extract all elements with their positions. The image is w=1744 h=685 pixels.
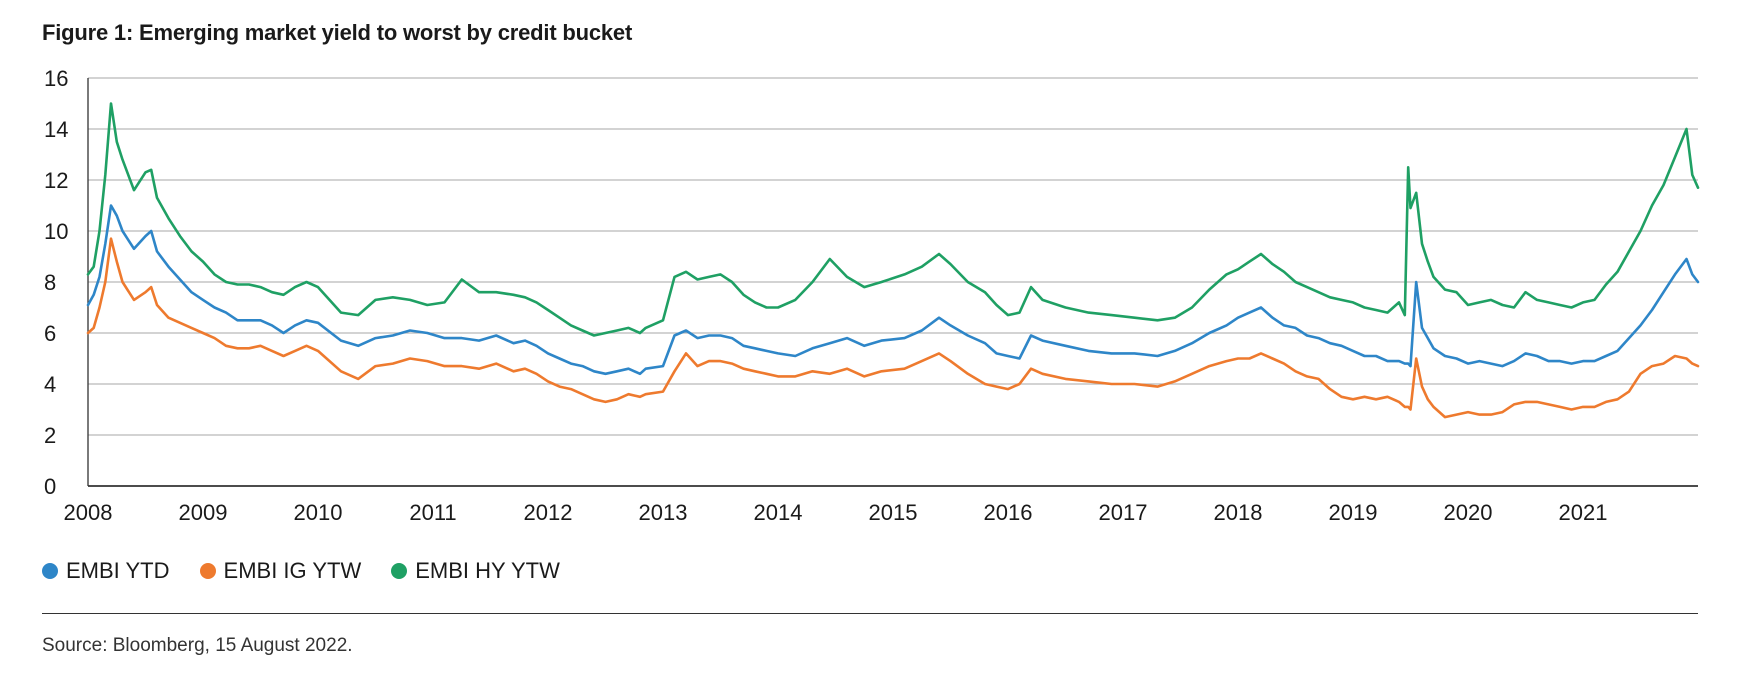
- y-tick-label: 0: [44, 474, 56, 499]
- legend-label: EMBI HY YTW: [415, 558, 560, 583]
- chart-title: Figure 1: Emerging market yield to worst…: [42, 20, 633, 45]
- source-note: Source: Bloomberg, 15 August 2022.: [42, 635, 353, 656]
- series-line-embi-hy-ytw: [86, 102, 1700, 337]
- grid-lines: [87, 77, 1698, 487]
- x-tick-label: 2010: [294, 500, 343, 525]
- x-tick-label: 2015: [869, 500, 918, 525]
- x-axis: 2008 2009 2010 2011 2012 2013 2014 2015 2016 2017…: [64, 500, 1608, 525]
- legend-marker: [199, 563, 216, 579]
- footer-divider: [42, 613, 1698, 614]
- y-tick-label: 6: [44, 321, 56, 346]
- x-tick-label: 2020: [1444, 500, 1493, 525]
- series-line-embi-ytd: [86, 204, 1700, 376]
- y-tick-label: 10: [44, 219, 68, 244]
- y-tick-label: 12: [44, 168, 68, 193]
- y-tick-label: 2: [44, 423, 56, 448]
- series-line-embi-ig-ytw: [86, 237, 1700, 419]
- legend-label: EMBI YTD: [66, 558, 170, 583]
- x-tick-label: 2014: [754, 500, 803, 525]
- legend-marker: [42, 563, 58, 579]
- x-tick-label: 2012: [524, 500, 573, 525]
- chart-legend: EMBI YTD EMBI IG YTW EMBI HY YTW: [42, 558, 590, 584]
- legend-marker: [391, 563, 408, 579]
- y-tick-label: 14: [44, 117, 68, 142]
- y-tick-label: 16: [44, 66, 68, 91]
- legend-item-embi-ig-ytw: EMBI IG YTW: [199, 558, 362, 584]
- y-axis: 0 2 4 6 8 10 12 14 16: [44, 66, 68, 499]
- series-lines: [86, 102, 1700, 419]
- x-tick-label: 2009: [179, 500, 228, 525]
- y-tick-label: 4: [44, 372, 56, 397]
- y-tick-label: 8: [44, 270, 56, 295]
- x-tick-label: 2013: [639, 500, 688, 525]
- x-tick-label: 2019: [1329, 500, 1378, 525]
- x-tick-label: 2017: [1099, 500, 1148, 525]
- x-tick-label: 2011: [409, 500, 456, 525]
- legend-item-embi-ytd: EMBI YTD: [42, 558, 170, 584]
- legend-item-embi-hy-ytw: EMBI HY YTW: [391, 558, 560, 584]
- x-tick-label: 2016: [984, 500, 1033, 525]
- legend-label: EMBI IG YTW: [223, 558, 362, 583]
- x-tick-label: 2018: [1214, 500, 1263, 525]
- x-tick-label: 2021: [1559, 500, 1608, 525]
- x-tick-label: 2008: [64, 500, 113, 525]
